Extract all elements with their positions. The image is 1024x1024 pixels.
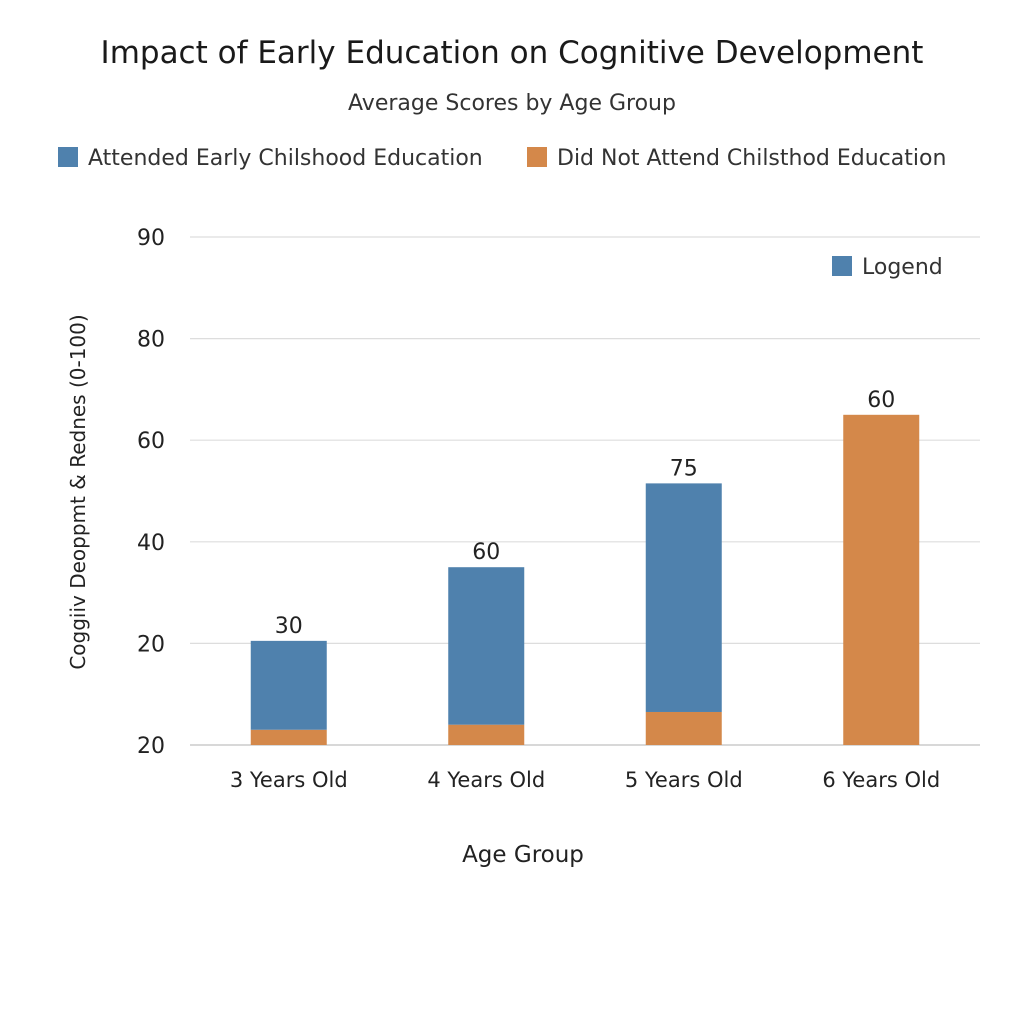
legend-label-not-attended: Did Not Attend Chilsthod Education (557, 146, 946, 171)
bar-not-attended-6-years (843, 414, 920, 745)
y-tick-label: 20 (137, 632, 165, 657)
x-category-label: 6 Years Old (822, 768, 940, 792)
x-axis-categories: 3 Years Old 4 Years Old 5 Years Old 6 Years… (230, 768, 940, 792)
x-category-label: 5 Years Old (625, 768, 743, 792)
data-label: 75 (670, 456, 698, 481)
data-labels: 30 60 75 60 (275, 388, 896, 639)
x-category-label: 3 Years Old (230, 768, 348, 792)
bar-attended-3-years (250, 640, 327, 730)
bar-not-attended-3-years (250, 729, 327, 745)
legend-swatch-attended (58, 147, 78, 167)
inner-legend: Logend (832, 255, 943, 280)
legend-label-attended: Attended Early Chilshood Education (88, 146, 483, 171)
y-axis-ticks: 20 20 40 60 80 90 (137, 226, 165, 759)
legend-swatch-not-attended (527, 147, 547, 167)
y-tick-label: 60 (137, 429, 165, 454)
data-label: 60 (472, 540, 500, 565)
x-category-label: 4 Years Old (427, 768, 545, 792)
bar-attended-4-years (448, 567, 525, 725)
y-tick-label: 40 (137, 531, 165, 556)
y-tick-label: 90 (137, 226, 165, 251)
data-label: 30 (275, 614, 303, 639)
inner-legend-label: Logend (862, 255, 943, 280)
y-tick-label: 80 (137, 328, 165, 353)
bars (250, 414, 920, 745)
inner-legend-swatch (832, 256, 852, 276)
bar-not-attended-4-years (448, 724, 525, 745)
bar-attended-5-years (645, 483, 722, 712)
y-tick-label: 20 (137, 734, 165, 759)
data-label: 60 (867, 388, 895, 413)
chart-title: Impact of Early Education on Cognitive D… (101, 35, 924, 71)
bar-not-attended-5-years (645, 711, 722, 745)
x-axis-title: Age Group (462, 842, 584, 868)
y-axis-title: Coggiiv Deoppmt & Rednes (0-100) (66, 314, 90, 669)
top-legend: Attended Early Chilshood Education Did N… (58, 146, 946, 171)
chart-subtitle: Average Scores by Age Group (348, 91, 676, 116)
